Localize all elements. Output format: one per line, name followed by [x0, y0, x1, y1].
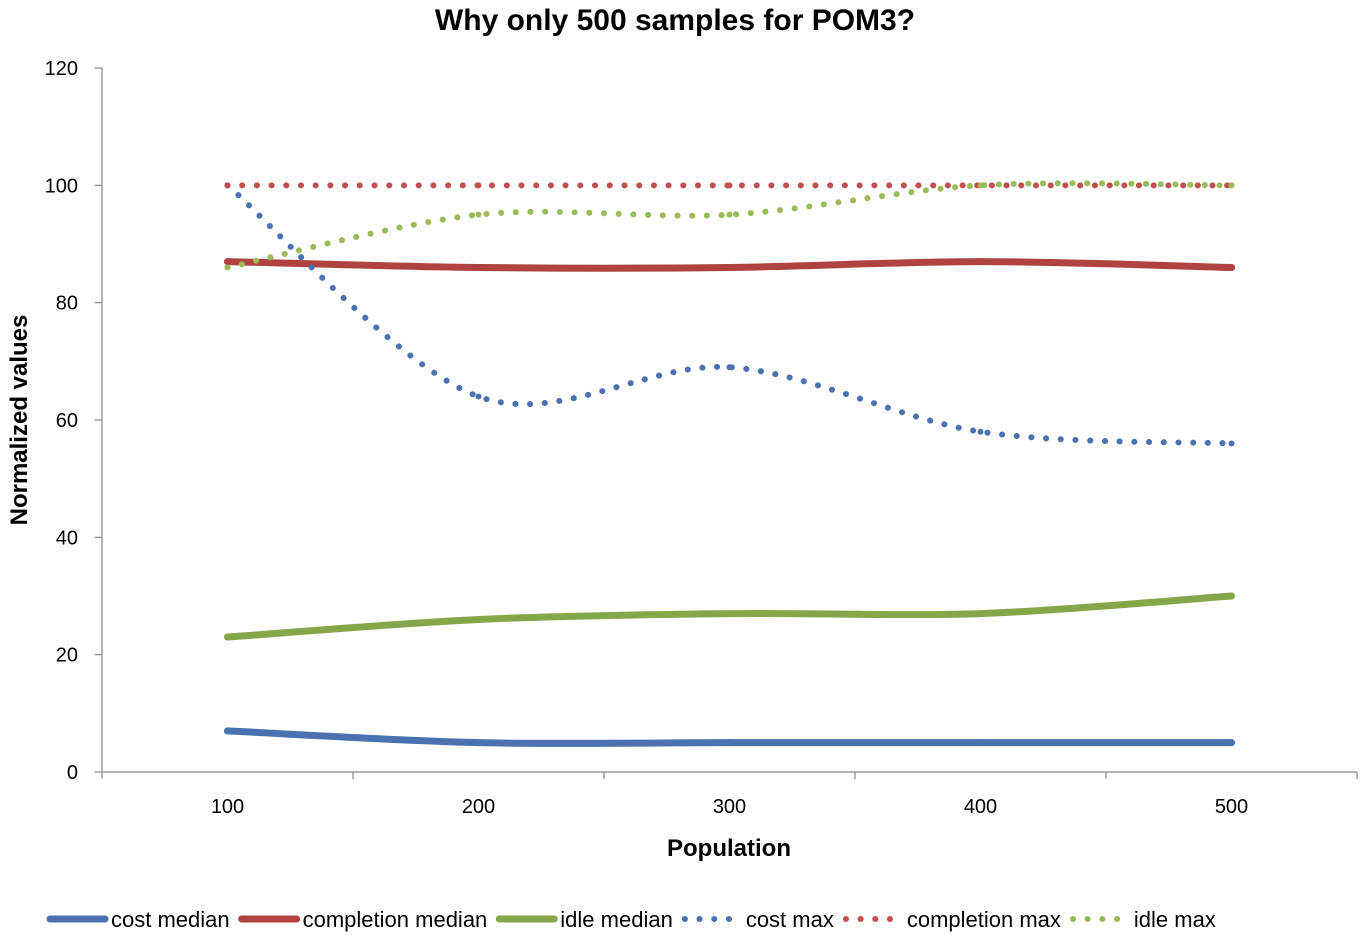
- data-point-idle-median: [726, 610, 733, 618]
- data-point-idle-max: [977, 182, 984, 189]
- y-tick-label: 100: [45, 175, 78, 197]
- data-point-cost-median: [726, 739, 733, 747]
- y-tick-label: 80: [56, 293, 78, 315]
- legend-label-cost-median: cost median: [111, 907, 230, 932]
- x-tick-label: 500: [1215, 796, 1248, 818]
- plot-area: 0 20 40 60 80 100 120 100 200 300 400 500: [45, 58, 1358, 818]
- data-point-idle-max: [224, 264, 231, 271]
- legend-item-completion-median: completion median: [238, 907, 488, 932]
- data-point-idle-max: [1228, 182, 1235, 189]
- data-point-cost-median: [224, 727, 231, 735]
- data-point-completion-median: [475, 263, 482, 271]
- series-idle-max: [224, 180, 1235, 271]
- data-point-idle-median: [475, 615, 482, 623]
- x-tick-label: 100: [211, 796, 244, 818]
- legend-label-idle-median: idle median: [560, 907, 673, 932]
- data-point-cost-max: [726, 364, 733, 371]
- series-completion-median: [224, 258, 1235, 272]
- y-tick-label: 20: [56, 645, 78, 667]
- legend-item-completion-max: completion max: [842, 907, 1061, 932]
- y-tick-label: 60: [56, 410, 78, 432]
- y-tick-label: 40: [56, 527, 78, 549]
- series-cost-median: [224, 727, 1235, 747]
- data-point-cost-median: [1228, 739, 1235, 747]
- x-axis-title: Population: [667, 835, 791, 862]
- legend-label-completion-median: completion median: [303, 907, 488, 932]
- data-point-cost-max: [1228, 440, 1235, 447]
- legend-label-idle-max: idle max: [1134, 907, 1216, 932]
- legend-item-idle-median: idle median: [495, 907, 673, 932]
- data-point-completion-median: [977, 258, 984, 266]
- data-point-cost-median: [475, 739, 482, 747]
- data-point-cost-max: [977, 428, 984, 435]
- legend: cost median completion median idle median c…: [46, 907, 1216, 932]
- data-point-completion-median: [726, 263, 733, 271]
- legend-label-completion-max: completion max: [907, 907, 1061, 932]
- data-point-completion-median: [224, 258, 231, 266]
- legend-item-cost-max: cost max: [681, 907, 834, 932]
- y-tick-label: 120: [45, 58, 78, 80]
- data-point-idle-max: [475, 211, 482, 218]
- data-point-idle-median: [224, 633, 231, 641]
- legend-item-idle-max: idle max: [1069, 907, 1216, 932]
- y-axis-title: Normalized values: [6, 315, 33, 526]
- legend-item-cost-median: cost median: [46, 907, 230, 932]
- data-point-completion-max: [224, 182, 231, 189]
- data-point-completion-median: [1228, 263, 1235, 271]
- x-tick-label: 200: [462, 796, 495, 818]
- y-tick-label: 0: [67, 762, 78, 784]
- x-tick-label: 400: [964, 796, 997, 818]
- x-tick-label: 300: [713, 796, 746, 818]
- series-completion-max: [224, 182, 1235, 189]
- data-point-cost-max: [475, 393, 482, 400]
- data-point-completion-max: [726, 182, 733, 189]
- series-idle-median: [224, 592, 1235, 641]
- data-point-completion-max: [475, 182, 482, 189]
- series-line-cost-max: [224, 182, 1235, 447]
- series-line-idle-max: [224, 180, 1235, 271]
- data-point-idle-max: [726, 211, 733, 218]
- data-point-idle-median: [1228, 592, 1235, 600]
- legend-label-cost-max: cost max: [746, 907, 834, 932]
- data-point-idle-median: [977, 610, 984, 618]
- data-point-cost-median: [977, 739, 984, 747]
- chart-title: Why only 500 samples for POM3?: [435, 4, 915, 37]
- series-cost-max: [224, 182, 1235, 447]
